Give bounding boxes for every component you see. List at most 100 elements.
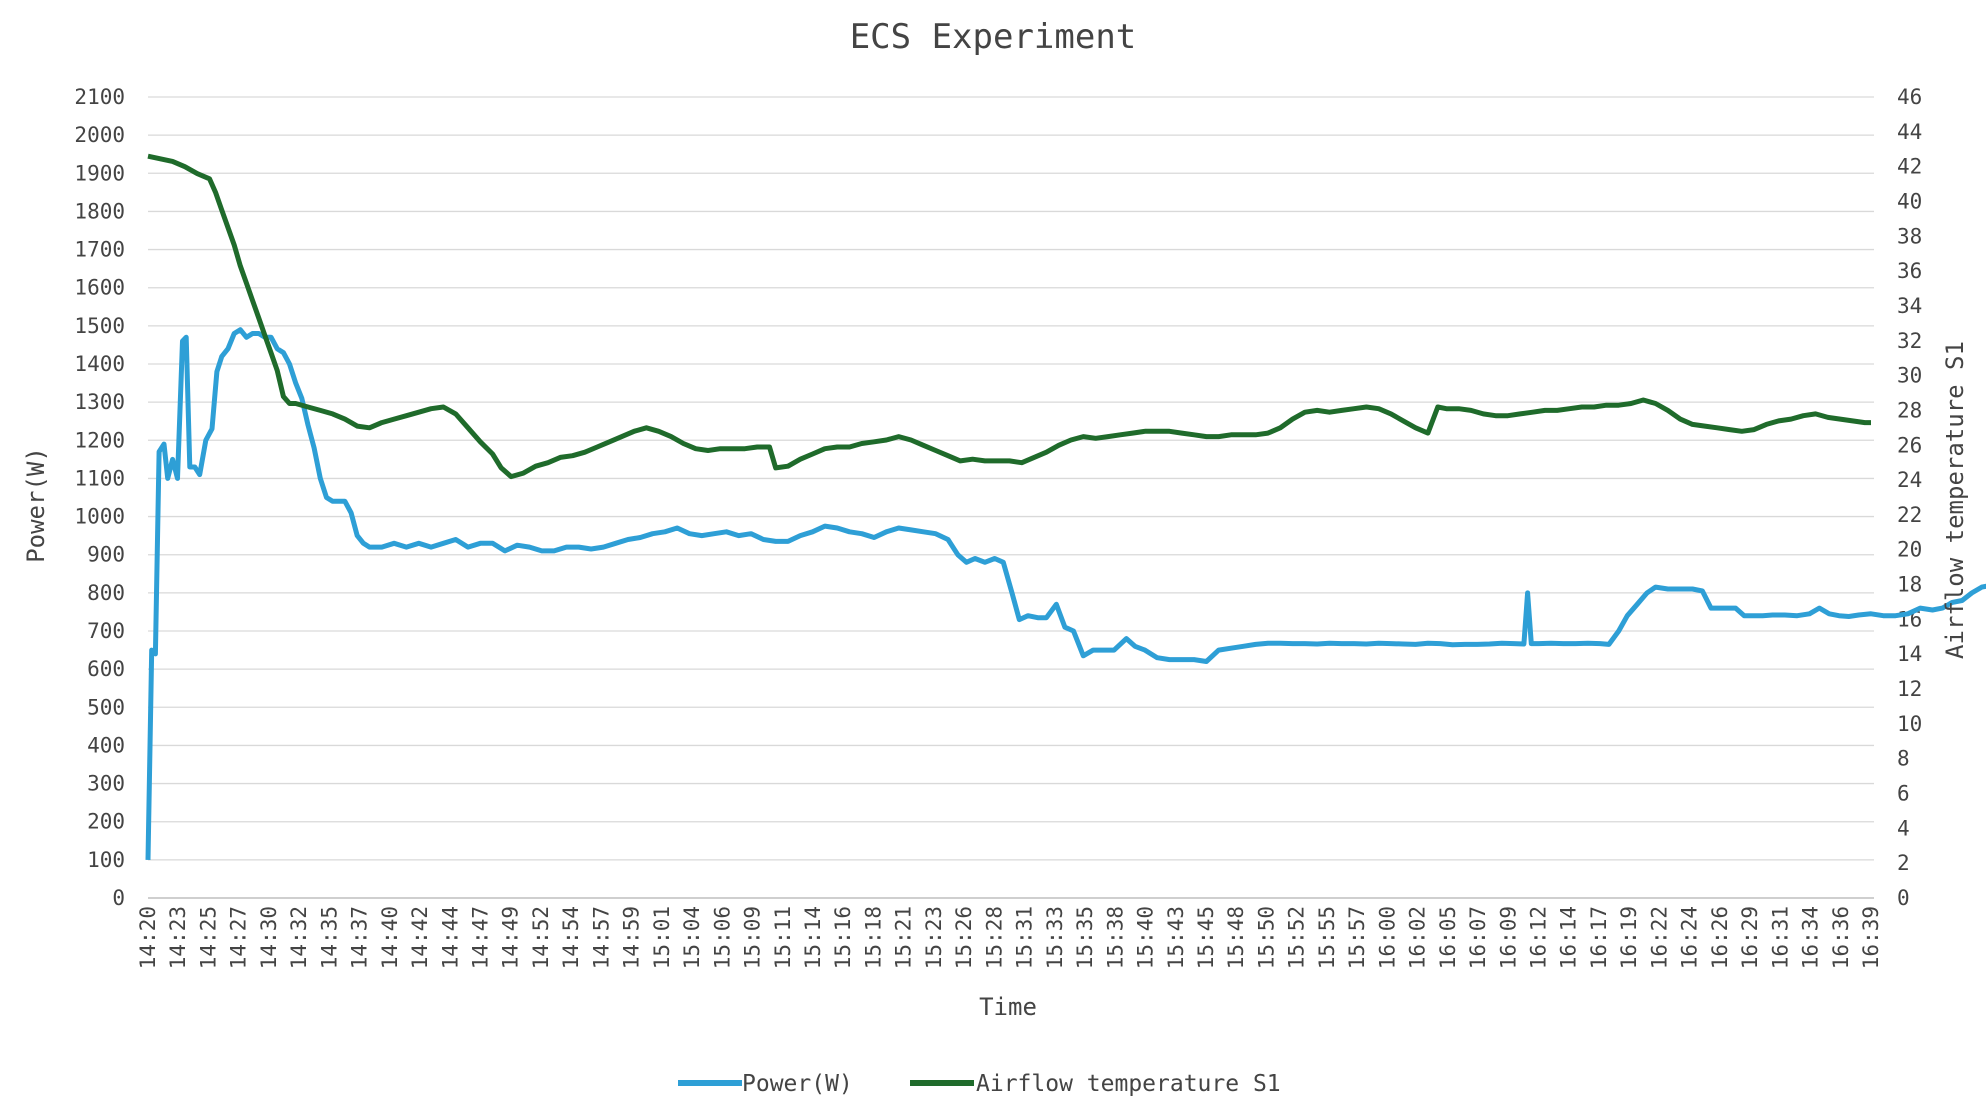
x-tick-15: 14:57 — [589, 906, 613, 969]
y-axis-left-ticks: 0 100 200 300 400 500 600 700 800 900 1000 1100 1200… — [74, 85, 125, 910]
x-tick-10: 14:44 — [438, 906, 462, 969]
y-left-tick-15: 1500 — [74, 314, 125, 338]
legend-item-airflow-temperature: Airflow temperature S1 — [910, 1071, 1281, 1097]
x-tick-18: 15:04 — [680, 906, 704, 969]
x-axis-title: Time — [979, 993, 1037, 1021]
x-tick-44: 16:07 — [1466, 906, 1490, 969]
y-left-tick-8: 800 — [87, 581, 125, 605]
x-tick-14: 14:54 — [559, 906, 583, 969]
legend: Power(W) Airflow temperature S1 — [678, 1071, 1281, 1097]
x-tick-16: 14:59 — [620, 906, 644, 969]
legend-item-power: Power(W) — [678, 1071, 853, 1097]
x-tick-2: 14:25 — [196, 906, 220, 969]
x-tick-19: 15:06 — [710, 906, 734, 969]
y-left-tick-14: 1400 — [74, 352, 125, 376]
x-tick-52: 16:26 — [1708, 906, 1732, 969]
x-tick-1: 14:23 — [166, 906, 190, 969]
y-right-tick-12: 24 — [1897, 468, 1922, 492]
y-right-tick-0: 0 — [1897, 886, 1910, 910]
y-right-tick-18: 36 — [1897, 259, 1922, 283]
x-tick-48: 16:17 — [1587, 906, 1611, 969]
y-right-tick-10: 20 — [1897, 538, 1922, 562]
y-right-tick-1: 2 — [1897, 851, 1910, 875]
y-right-tick-14: 28 — [1897, 398, 1922, 422]
x-tick-8: 14:40 — [378, 906, 402, 969]
legend-label-airflow-temperature: Airflow temperature S1 — [976, 1071, 1281, 1097]
y-right-tick-7: 14 — [1897, 642, 1922, 666]
x-tick-38: 15:52 — [1285, 906, 1309, 969]
chart-title: ECS Experiment — [850, 17, 1137, 57]
x-tick-37: 15:50 — [1254, 906, 1278, 969]
x-tick-54: 16:31 — [1768, 906, 1792, 969]
y-left-tick-12: 1200 — [74, 428, 125, 452]
y-left-tick-1: 100 — [87, 848, 125, 872]
y-left-tick-19: 1900 — [74, 161, 125, 185]
x-tick-30: 15:33 — [1043, 906, 1067, 969]
x-tick-34: 15:43 — [1164, 906, 1188, 969]
y-left-tick-13: 1300 — [74, 390, 125, 414]
y-left-tick-0: 0 — [112, 886, 125, 910]
series-layer — [145, 153, 1986, 860]
y-left-tick-5: 500 — [87, 695, 125, 719]
y-right-tick-13: 26 — [1897, 433, 1922, 457]
x-tick-40: 15:57 — [1345, 906, 1369, 969]
y-right-tick-4: 8 — [1897, 747, 1910, 771]
x-tick-21: 15:11 — [771, 906, 795, 969]
x-tick-17: 15:01 — [650, 906, 674, 969]
x-tick-20: 15:09 — [741, 906, 765, 969]
x-tick-36: 15:48 — [1224, 906, 1248, 969]
y-left-tick-11: 1100 — [74, 466, 125, 490]
x-tick-56: 16:36 — [1829, 906, 1853, 969]
x-tick-23: 15:16 — [831, 906, 855, 969]
x-tick-50: 16:22 — [1647, 906, 1671, 969]
y-right-tick-15: 30 — [1897, 364, 1922, 388]
gridlines — [148, 96, 1874, 861]
x-tick-29: 15:31 — [1013, 906, 1037, 969]
y-left-tick-9: 900 — [87, 543, 125, 567]
x-tick-12: 14:49 — [499, 906, 523, 969]
y-left-tick-7: 700 — [87, 619, 125, 643]
y-axis-right-title: Airflow temperature S1 — [1941, 341, 1969, 659]
x-tick-43: 16:05 — [1436, 906, 1460, 969]
x-tick-45: 16:09 — [1496, 906, 1520, 969]
series-line-0 — [145, 327, 1986, 860]
x-tick-42: 16:02 — [1406, 906, 1430, 969]
x-tick-39: 15:55 — [1315, 906, 1339, 969]
x-tick-46: 16:12 — [1526, 906, 1550, 969]
y-left-tick-21: 2100 — [74, 85, 125, 109]
y-right-tick-21: 42 — [1897, 155, 1922, 179]
x-tick-5: 14:32 — [287, 906, 311, 969]
y-right-tick-6: 12 — [1897, 677, 1922, 701]
y-left-tick-3: 300 — [87, 772, 125, 796]
y-axis-left-title: Power(W) — [22, 447, 50, 563]
y-right-tick-19: 38 — [1897, 224, 1922, 248]
x-tick-26: 15:23 — [922, 906, 946, 969]
y-left-tick-20: 2000 — [74, 123, 125, 147]
x-tick-41: 16:00 — [1375, 906, 1399, 969]
y-right-tick-17: 34 — [1897, 294, 1922, 318]
y-right-tick-23: 46 — [1897, 85, 1922, 109]
y-left-tick-17: 1700 — [74, 238, 125, 262]
y-axis-right-ticks: 0246810121416182022242628303234363840424… — [1897, 85, 1922, 910]
y-left-tick-10: 1000 — [74, 505, 125, 529]
y-left-tick-4: 400 — [87, 733, 125, 757]
x-tick-27: 15:26 — [952, 906, 976, 969]
y-right-tick-2: 4 — [1897, 816, 1910, 840]
y-right-tick-11: 22 — [1897, 503, 1922, 527]
x-tick-31: 15:35 — [1073, 906, 1097, 969]
x-tick-49: 16:19 — [1617, 906, 1641, 969]
x-tick-0: 14:20 — [136, 906, 160, 969]
x-tick-24: 15:18 — [861, 906, 885, 969]
x-tick-22: 15:14 — [801, 906, 825, 969]
y-left-tick-6: 600 — [87, 657, 125, 681]
x-tick-55: 16:34 — [1799, 906, 1823, 969]
x-tick-35: 15:45 — [1194, 906, 1218, 969]
y-left-tick-2: 200 — [87, 810, 125, 834]
x-tick-51: 16:24 — [1678, 906, 1702, 969]
y-right-tick-3: 6 — [1897, 782, 1910, 806]
x-tick-53: 16:29 — [1738, 906, 1762, 969]
x-tick-32: 15:38 — [1103, 906, 1127, 969]
legend-label-power: Power(W) — [742, 1071, 853, 1097]
x-tick-7: 14:37 — [348, 906, 372, 969]
